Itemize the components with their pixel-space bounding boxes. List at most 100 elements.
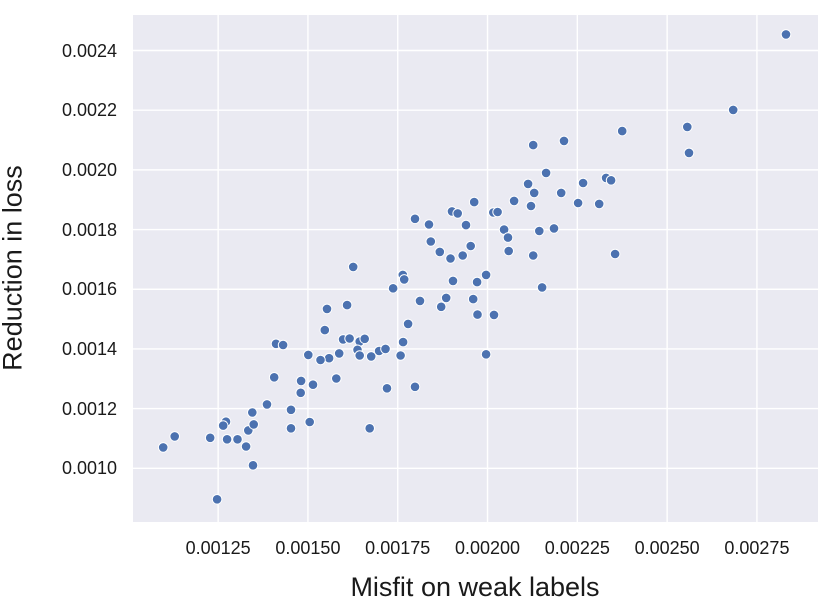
scatter-point [347,261,359,273]
scatter-point [285,404,297,416]
scatter-point [380,343,391,355]
scatter-point [609,248,621,260]
scatter-point [528,187,540,199]
scatter-point [503,245,515,257]
scatter-point [558,135,570,147]
scatter-point [204,432,216,444]
y-tick-label: 0.0022 [61,100,117,121]
scatter-points-group [157,29,792,505]
scatter-point [307,379,319,391]
scatter-point [221,434,233,445]
scatter-point [548,223,560,234]
x-axis-label: Misfit on weak labels [350,572,600,602]
scatter-point [315,354,326,366]
scatter-point [397,336,409,348]
scatter-point [457,250,469,261]
scatter-point [683,147,695,159]
scatter-point [414,295,426,307]
scatter-point [169,431,180,442]
x-tick-label: 0.00225 [544,538,610,558]
scatter-point [572,197,584,209]
scatter-point [502,232,514,243]
scatter-point [423,219,435,230]
scatter-point [536,282,548,293]
scatter-point [472,309,483,320]
plot-area-background [133,15,818,522]
y-tick-label: 0.0012 [61,398,117,419]
scatter-point [387,283,399,294]
scatter-point [211,494,223,505]
scatter-point [247,460,259,471]
scatter-point [359,333,371,345]
x-tick-label: 0.00175 [365,538,431,558]
scatter-point [268,372,280,383]
x-tick-label: 0.00250 [634,538,700,558]
scatter-point [577,177,589,189]
scatter-point [492,206,503,218]
scatter-point [616,125,628,137]
scatter-point [341,299,353,311]
scatter-point [467,293,479,305]
x-tick-label: 0.00275 [724,538,790,558]
scatter-point [304,416,316,428]
y-tick-label: 0.0018 [61,219,117,240]
scatter-point [232,434,243,445]
scatter-point [445,253,456,264]
scatter-point [522,178,534,190]
scatter-point [460,219,472,231]
scatter-point [157,442,169,453]
scatter-point [323,352,335,364]
scatter-point [440,292,452,304]
scatter-point [333,348,345,359]
scatter-point [527,139,539,151]
gridlines [133,15,818,522]
scatter-point [217,420,229,431]
y-tick-label: 0.0016 [61,279,117,300]
scatter-point [303,349,314,361]
x-tick-label: 0.00200 [454,538,521,558]
y-tick-label: 0.0020 [61,159,117,180]
scatter-point [381,383,393,394]
scatter-point [465,240,477,252]
scatter-point [295,387,307,399]
scatter-point [527,250,539,261]
scatter-point [331,373,342,384]
scatter-point [402,318,414,330]
scatter-point [425,236,437,247]
scatter-point [525,200,537,212]
y-tick-label: 0.0014 [61,338,117,359]
scatter-point [434,246,446,258]
y-axis-label: Reduction in loss [0,165,28,371]
scatter-point [321,303,333,315]
scatter-point [365,351,377,362]
scatter-point [447,275,459,287]
scatter-point [488,309,500,321]
scatter-point [480,269,492,281]
scatter-point [471,276,483,288]
scatter-point [354,350,366,361]
scatter-point [344,333,355,344]
scatter-point [468,196,480,208]
x-tick-label: 0.00150 [275,538,341,558]
scatter-point [540,167,552,179]
scatter-point [593,198,605,210]
y-tick-label: 0.0010 [61,458,117,479]
scatter-point [364,423,376,434]
scatter-point [409,381,421,393]
scatter-point [727,104,739,116]
scatter-point [480,349,492,360]
scatter-point [295,375,307,387]
x-tick-label: 0.00125 [185,538,251,558]
scatter-point [452,208,464,219]
scatter-point [247,407,258,418]
scatter-point [319,324,331,336]
scatter-point [682,121,693,133]
scatter-point [534,225,545,237]
scatter-point [605,175,617,186]
scatter-point [240,441,252,452]
scatter-point [277,339,289,351]
y-tick-label: 0.0024 [61,40,117,61]
scatter-point [508,195,520,207]
scatter-point [285,423,297,434]
